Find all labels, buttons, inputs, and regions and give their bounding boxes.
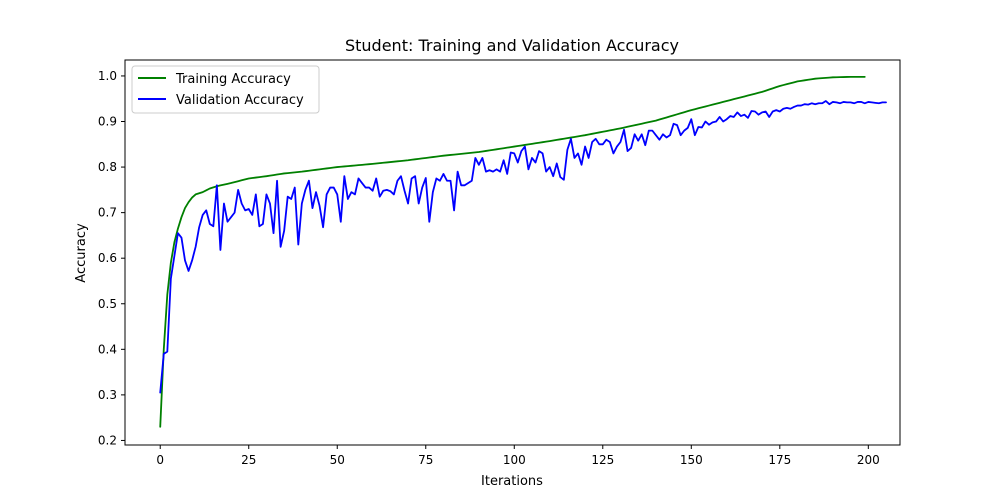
plot-frame [124,59,901,446]
y-axis-label: Accuracy [74,223,89,283]
ticks-layer: 0 25 50 75 100 125 150 175 200 0.2 0.3 0.4 0.5 0.6 0.7… [98,69,880,467]
x-tick-label: 75 [418,453,433,467]
legend: Training Accuracy Validation Accuracy [131,65,320,114]
y-tick-label: 0.5 [98,297,117,311]
y-tick-label: 0.8 [98,160,117,174]
series-layer [159,75,887,428]
legend-label-training: Training Accuracy [175,72,291,87]
y-tick-label: 0.6 [98,251,117,265]
x-tick-label: 0 [156,453,164,467]
series-line-validation [159,100,887,394]
y-tick-label: 0.2 [98,433,117,447]
x-tick-label: 125 [591,453,614,467]
x-tick-label: 150 [680,453,703,467]
x-tick-label: 100 [503,453,526,467]
x-tick-label: 175 [768,453,791,467]
x-tick-label: 50 [330,453,345,467]
x-tick-label: 25 [241,453,256,467]
legend-box [131,65,320,114]
x-axis-label: Iterations [481,474,543,489]
series-line-training [159,75,866,428]
x-tick-label: 200 [857,453,880,467]
y-tick-label: 1.0 [98,69,117,83]
y-tick-label: 0.3 [98,388,117,402]
chart-title: Student: Training and Validation Accurac… [345,36,679,55]
y-tick-label: 0.9 [98,115,117,129]
legend-label-validation: Validation Accuracy [176,93,304,108]
y-tick-label: 0.7 [98,206,117,220]
y-tick-label: 0.4 [98,342,117,356]
